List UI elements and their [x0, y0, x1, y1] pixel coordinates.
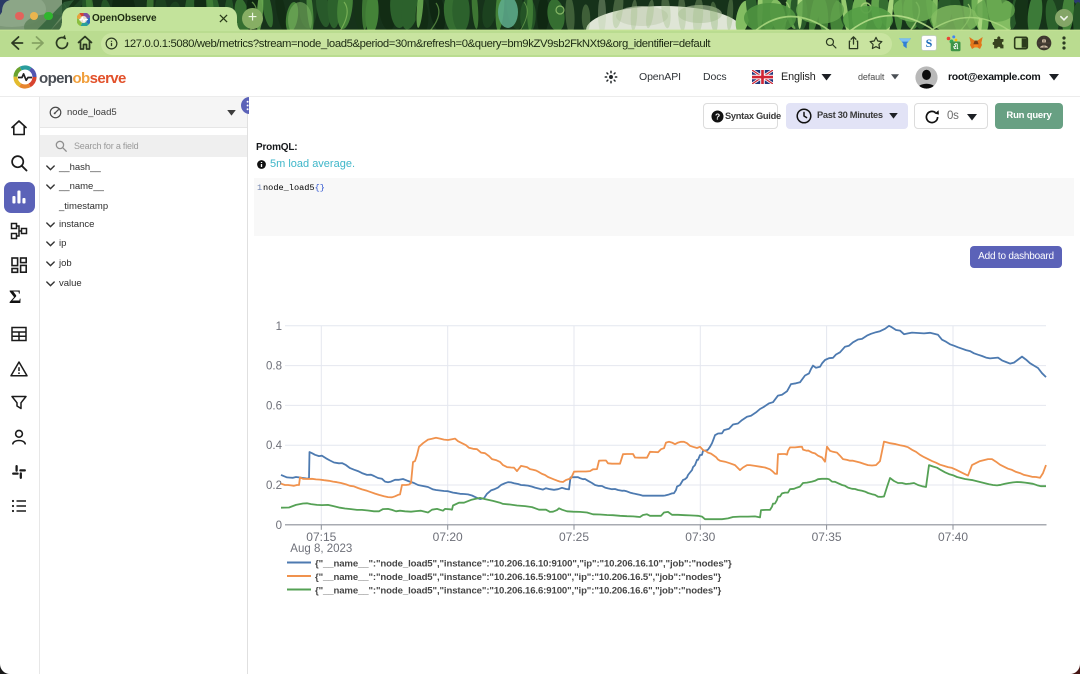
svg-text:{"__name__":"node_load5","inst: {"__name__":"node_load5","instance":"10.…: [315, 586, 722, 597]
svg-text:07:35: 07:35: [812, 530, 842, 544]
svg-text:07:20: 07:20: [433, 530, 463, 544]
svg-text:?: ?: [715, 111, 720, 121]
svg-text:0: 0: [276, 520, 282, 532]
svg-text:{"__name__":"node_load5","inst: {"__name__":"node_load5","instance":"10.…: [315, 572, 722, 583]
svg-text:0.4: 0.4: [266, 440, 283, 452]
svg-text:Aug 8, 2023: Aug 8, 2023: [290, 543, 352, 555]
svg-text:S: S: [926, 36, 933, 50]
svg-text:07:15: 07:15: [306, 530, 336, 544]
svg-text:રી: રી: [953, 42, 958, 51]
svg-text:07:40: 07:40: [938, 530, 968, 544]
svg-text:07:30: 07:30: [685, 530, 715, 544]
svg-text:0.2: 0.2: [266, 480, 282, 492]
svg-text:0.6: 0.6: [266, 400, 282, 412]
svg-text:07:25: 07:25: [559, 530, 589, 544]
svg-text:{"__name__":"node_load5","inst: {"__name__":"node_load5","instance":"10.…: [315, 559, 732, 570]
svg-text:1: 1: [276, 321, 282, 333]
svg-text:0.8: 0.8: [266, 361, 282, 373]
